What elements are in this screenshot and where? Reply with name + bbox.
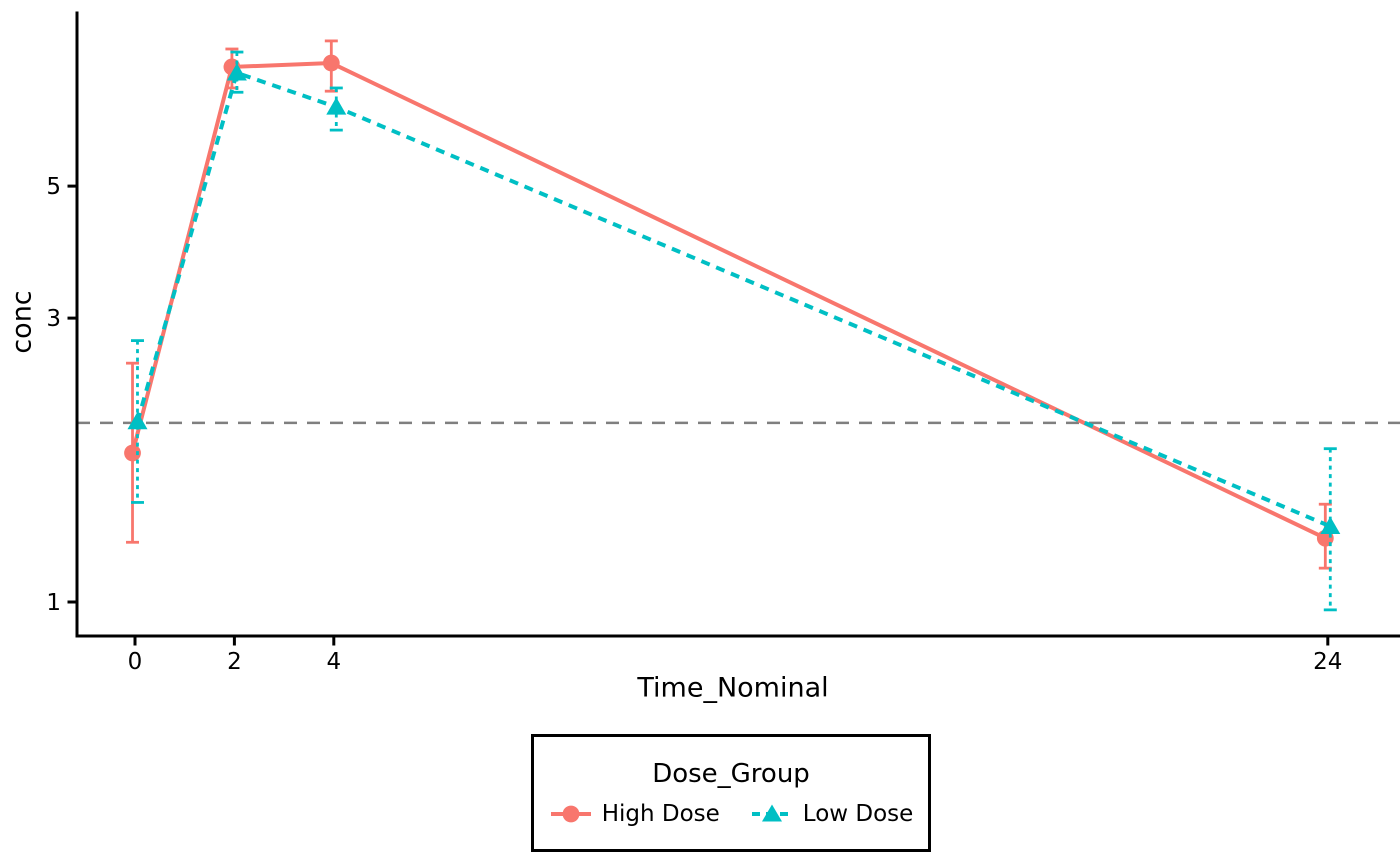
legend-label: High Dose [601,801,720,827]
legend: Dose_Group High Dose Low Dose [531,734,931,852]
legend-title: Dose_Group [652,759,810,789]
error-bar [130,339,144,504]
legend-label: Low Dose [802,801,914,827]
y-axis-title: conc [6,290,38,354]
y-tick-label: 5 [46,174,61,200]
data-point-marker [127,411,148,430]
x-tick-label: 0 [128,649,143,675]
legend-entry-low-dose: Low Dose [750,801,914,827]
x-tick-label: 24 [1313,649,1342,675]
x-axis-title: Time_Nominal [637,672,829,704]
error-bar [329,86,343,132]
y-tick-label: 1 [46,590,61,616]
data-point-marker [326,97,347,115]
error-bar [1323,447,1337,612]
legend-entries: High Dose Low Dose [549,801,914,827]
legend-key-triangle-icon [751,804,792,822]
data-point-marker [322,54,340,72]
data-point-marker [1320,516,1341,534]
legend-entry-high-dose: High Dose [549,801,720,827]
x-tick-label: 4 [326,649,341,675]
data-point-marker [124,444,141,462]
x-tick-label: 2 [227,649,242,675]
y-tick-label: 3 [46,306,61,332]
series-line-low-dose [135,70,1332,529]
series-line-high-dose [130,61,1327,541]
data-point-marker [226,63,247,81]
legend-key-circle-icon [550,805,591,823]
